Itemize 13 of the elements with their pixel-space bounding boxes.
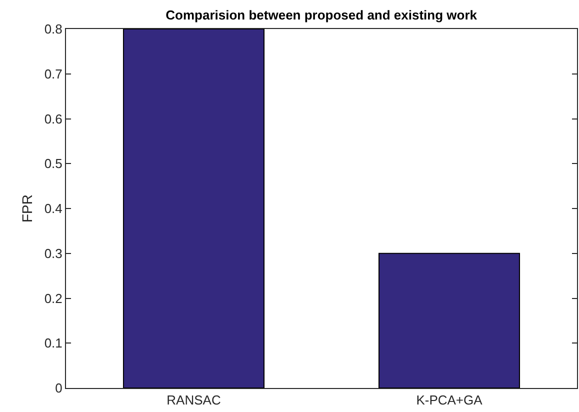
x-tick-label: RANSAC bbox=[166, 392, 221, 408]
y-tick-label: 0.8 bbox=[44, 22, 62, 37]
y-tick-label: 0.3 bbox=[44, 246, 62, 261]
y-tick-label: 0.4 bbox=[44, 201, 62, 216]
y-axis-title: FPR bbox=[18, 194, 35, 222]
y-tick-label: 0.1 bbox=[44, 336, 62, 351]
x-tick-label: K-PCA+GA bbox=[416, 392, 483, 408]
chart-title: Comparision between proposed and existing work bbox=[166, 7, 478, 22]
y-tick-label: 0.2 bbox=[44, 290, 62, 306]
y-tick-label: 0.6 bbox=[44, 111, 62, 126]
y-tick-label: 0 bbox=[55, 380, 62, 396]
y-tick-label: 0.5 bbox=[44, 156, 62, 172]
y-tick-label: 0.7 bbox=[44, 66, 62, 82]
